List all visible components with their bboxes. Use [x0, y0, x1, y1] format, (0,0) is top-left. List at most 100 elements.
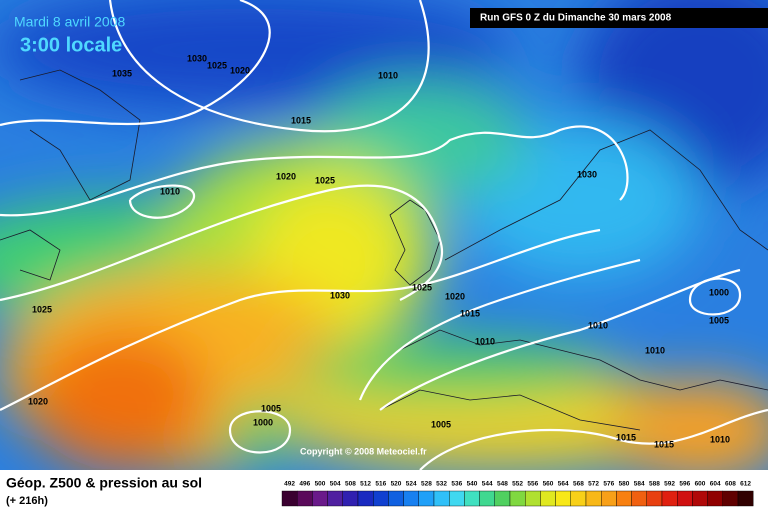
scale-label: 492	[284, 481, 295, 488]
isobar-label: 1030	[577, 169, 597, 179]
isobar-label: 1020	[276, 171, 296, 181]
scale-cell	[373, 490, 389, 507]
scale-label: 564	[558, 481, 569, 488]
isobars	[0, 0, 742, 454]
scale-label: 560	[543, 481, 554, 488]
run-info: Run GFS 0 Z du Dimanche 30 mars 2008	[480, 13, 672, 24]
scale-label: 576	[603, 481, 614, 488]
scale-label: 608	[725, 481, 736, 488]
scale-cell	[388, 490, 404, 507]
scale-cell	[585, 490, 602, 507]
scale-cell	[601, 490, 617, 507]
scale-label: 568	[573, 481, 584, 488]
scale-cell	[464, 490, 480, 507]
isobar-label: 1030	[187, 53, 207, 63]
scale-label: 516	[375, 481, 386, 488]
scale-label: 604	[710, 481, 721, 488]
scale-label: 512	[360, 481, 371, 488]
isobar-label: 1015	[654, 439, 674, 449]
scale-cell	[646, 490, 663, 507]
isobar-label: 1000	[253, 417, 273, 427]
scale-cell	[479, 490, 496, 507]
date: Mardi 8 avril 2008	[14, 14, 125, 30]
isobar-label: 1030	[330, 290, 350, 300]
color-scale: 492 496 500 504 508 512 516 520 524 528 532 536 540 5…	[281, 481, 754, 507]
scale-cell	[357, 490, 374, 507]
scale-cell	[433, 490, 450, 507]
scale-label: 540	[467, 481, 478, 488]
copyright: Copyright © 2008 Meteociel.fr	[300, 446, 427, 456]
scale-cell	[312, 490, 328, 507]
scale-label: 548	[497, 481, 508, 488]
scale-label: 520	[391, 481, 402, 488]
scale-cell	[661, 490, 678, 507]
isobar-label: 1025	[207, 60, 227, 70]
scale-label: 536	[451, 481, 462, 488]
isobar-label: 1005	[261, 403, 281, 413]
scale-label: 544	[482, 481, 493, 488]
scale-cell	[418, 490, 435, 507]
scale-cell	[692, 490, 708, 507]
scale-label: 500	[315, 481, 326, 488]
scale-label: 592	[664, 481, 675, 488]
scale-label: 528	[421, 481, 432, 488]
scale-label: 556	[527, 481, 538, 488]
scale-label: 496	[299, 481, 310, 488]
scale-label: 600	[695, 481, 706, 488]
coastlines	[0, 69, 768, 431]
scale-label: 504	[330, 481, 341, 488]
field	[0, 0, 768, 480]
scale-cell	[494, 490, 511, 507]
forecast-range: (+ 216h)	[6, 495, 48, 507]
scale-cell	[525, 490, 541, 507]
scale-cell	[449, 490, 465, 507]
isobar-label: 1000	[709, 287, 729, 297]
scale-label: 596	[679, 481, 690, 488]
isobar-label: 1010	[475, 336, 495, 346]
scale-cell	[342, 490, 359, 507]
scale-cell	[403, 490, 420, 507]
map-title: Géop. Z500 & pression au sol	[6, 475, 202, 491]
scale-label: 580	[619, 481, 630, 488]
isobar-label: 1025	[412, 282, 432, 292]
scale-cell	[540, 490, 556, 507]
scale-cell	[327, 490, 344, 507]
isobar-label: 1020	[445, 291, 465, 301]
isobar-label: 1020	[230, 65, 250, 75]
isobar-label: 1015	[460, 308, 480, 318]
scale-cell	[631, 490, 647, 507]
scale-label: 584	[634, 481, 645, 488]
scale-label: 532	[436, 481, 447, 488]
scale-label: 588	[649, 481, 660, 488]
isobar-label: 1015	[616, 432, 636, 442]
run-box	[470, 8, 768, 28]
isobar-label: 1025	[32, 304, 52, 314]
scale-label: 524	[406, 481, 417, 488]
scale-cell	[722, 490, 739, 507]
scale-cell	[677, 490, 693, 507]
local-time: 3:00 locale	[20, 34, 122, 56]
scale-cell	[509, 490, 526, 507]
scale-label: 572	[588, 481, 599, 488]
isobar-label: 1005	[709, 315, 729, 325]
isobar-label: 1010	[588, 320, 608, 330]
scale-label: 508	[345, 481, 356, 488]
isobar-label: 1015	[291, 115, 311, 125]
isobar-label: 1010	[645, 345, 665, 355]
isobar-label: 1005	[431, 419, 451, 429]
scale-cell	[281, 490, 298, 507]
isobar-label: 1020	[28, 396, 48, 406]
scale-cell	[737, 490, 754, 507]
isobar-label: 1010	[160, 186, 180, 196]
isobar-label: 1035	[112, 68, 132, 78]
scale-cell	[555, 490, 571, 507]
isobar-label: 1025	[315, 175, 335, 185]
isobar-label: 1010	[378, 70, 398, 80]
scale-cell	[616, 490, 632, 507]
scale-label: 612	[740, 481, 751, 488]
scale-label: 552	[512, 481, 523, 488]
scale-cell	[570, 490, 587, 507]
isobar-label: 1010	[710, 434, 730, 444]
scale-cell	[707, 490, 723, 507]
